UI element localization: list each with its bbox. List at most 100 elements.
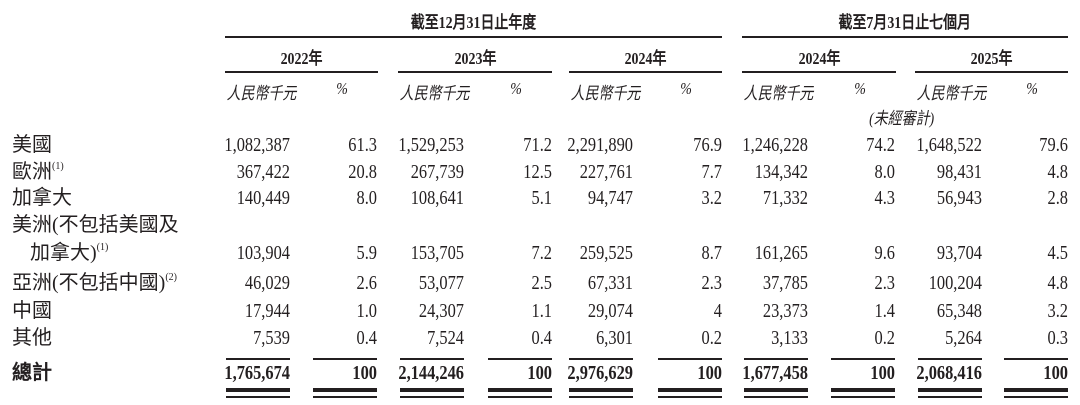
subtotal-rule	[569, 358, 633, 360]
amount-cell: 103,904	[236, 242, 290, 264]
table-row-label-line: 美洲(不包括美國及	[0, 212, 1080, 238]
row-label: 亞洲(不包括中國)(2)	[12, 270, 204, 296]
percent-cell: 8.0	[874, 161, 896, 183]
total-double-rule	[658, 396, 722, 398]
percent-cell: 79.6	[1039, 134, 1068, 156]
amount-cell: 1,648,522	[916, 134, 982, 156]
amount-cell: 267,739	[410, 161, 464, 183]
footnote-marker: (1)	[52, 161, 64, 172]
year-rule	[915, 71, 1068, 73]
unit-amount-label: 人民幣千元	[226, 84, 297, 103]
row-label: 美國	[12, 132, 204, 158]
year-header: 2022年	[280, 49, 323, 68]
percent-cell: 74.2	[866, 134, 895, 156]
percent-cell: 5.9	[356, 242, 378, 264]
year-rule	[569, 71, 722, 73]
total-double-rule	[1004, 388, 1068, 392]
unit-percent-label: %	[510, 79, 522, 98]
amount-cell: 65,348	[936, 300, 982, 322]
amount-cell: 3,133	[771, 327, 808, 349]
unit-percent-label: %	[854, 79, 866, 98]
amount-cell: 153,705	[410, 242, 464, 264]
period-annual-header: 截至12月31日止年度	[410, 13, 537, 32]
total-double-rule	[569, 396, 633, 398]
amount-cell: 1,246,228	[742, 134, 808, 156]
total-double-rule	[488, 396, 552, 398]
amount-cell: 7,524	[427, 327, 464, 349]
percent-cell: 12.5	[523, 161, 552, 183]
subtotal-rule	[313, 358, 377, 360]
total-amount-cell: 2,144,246	[398, 362, 464, 384]
row-label: 加拿大)(1)	[30, 240, 204, 266]
year-header: 2024年	[798, 49, 840, 68]
unit-amount-label: 人民幣千元	[743, 84, 814, 103]
total-percent-cell: 100	[527, 362, 552, 384]
year-header: 2025年	[970, 49, 1013, 68]
total-double-rule	[400, 388, 464, 392]
percent-cell: 4.8	[1047, 272, 1069, 294]
table-row: 中國 17,944 1.0 24,307 1.1 29,074 4 23,373 1.4 65,3…	[0, 298, 1080, 324]
total-double-rule	[918, 388, 982, 392]
unit-amount-label: 人民幣千元	[570, 84, 641, 103]
amount-cell: 100,204	[928, 272, 982, 294]
total-amount-cell: 2,976,629	[567, 362, 633, 384]
amount-cell: 46,029	[244, 272, 290, 294]
total-label: 總計	[12, 360, 204, 386]
percent-cell: 71.2	[523, 134, 552, 156]
amount-cell: 17,944	[244, 300, 290, 322]
amount-cell: 29,074	[587, 300, 633, 322]
amount-cell: 161,265	[754, 242, 808, 264]
percent-cell: 4.3	[874, 187, 896, 209]
total-double-rule	[744, 396, 808, 398]
percent-cell: 1.4	[874, 300, 896, 322]
table-row: 歐洲(1) 367,422 20.8 267,739 12.5 227,761 7.7 134…	[0, 159, 1080, 185]
table-row: 其他 7,539 0.4 7,524 0.4 6,301 0.2 3,133 0.2 5,264 0…	[0, 325, 1080, 351]
percent-cell: 1.1	[531, 300, 553, 322]
percent-cell: 0.3	[1047, 327, 1069, 349]
amount-cell: 23,373	[762, 300, 808, 322]
percent-cell: 1.0	[356, 300, 378, 322]
percent-cell: 2.3	[874, 272, 896, 294]
subtotal-rule	[400, 358, 464, 360]
amount-cell: 1,529,253	[398, 134, 464, 156]
table-row: 亞洲(不包括中國)(2) 46,029 2.6 53,077 2.5 67,331 2.3 3…	[0, 270, 1080, 296]
footnote-marker: (1)	[96, 242, 109, 253]
footnote-marker: (2)	[165, 272, 177, 283]
row-label: 其他	[12, 325, 204, 351]
header-rule-annual	[225, 36, 722, 38]
total-double-rule	[831, 388, 895, 392]
amount-cell: 56,943	[936, 187, 982, 209]
subtotal-rule	[918, 358, 982, 360]
total-double-rule	[744, 388, 808, 392]
percent-cell: 4.5	[1047, 242, 1069, 264]
subtotal-rule	[744, 358, 808, 360]
table-row: 美國 1,082,387 61.3 1,529,253 71.2 2,291,890 76.…	[0, 132, 1080, 158]
percent-cell: 0.2	[701, 327, 723, 349]
total-percent-cell: 100	[1043, 362, 1068, 384]
year-rule	[225, 71, 378, 73]
row-label: 美洲(不包括美國及	[12, 214, 179, 236]
amount-cell: 367,422	[236, 161, 290, 183]
unit-amount-label: 人民幣千元	[916, 84, 987, 103]
total-double-rule	[226, 388, 290, 392]
total-percent-cell: 100	[697, 362, 722, 384]
percent-cell: 0.2	[874, 327, 896, 349]
year-rule	[398, 71, 552, 73]
subtotal-rule	[658, 358, 722, 360]
total-percent-cell: 100	[352, 362, 377, 384]
percent-cell: 4	[713, 300, 722, 322]
amount-cell: 134,342	[754, 161, 808, 183]
amount-cell: 94,747	[587, 187, 633, 209]
period-seven-months-header: 截至7月31日止七個月	[838, 13, 972, 32]
amount-cell: 93,704	[936, 242, 982, 264]
subtotal-rule	[1004, 358, 1068, 360]
total-double-rule	[226, 396, 290, 398]
total-double-rule	[488, 388, 552, 392]
percent-cell: 0.4	[356, 327, 378, 349]
subtotal-rule	[488, 358, 552, 360]
amount-cell: 7,539	[253, 327, 290, 349]
amount-cell: 5,264	[945, 327, 982, 349]
percent-cell: 9.6	[874, 242, 896, 264]
year-header: 2023年	[454, 49, 496, 68]
total-double-rule	[658, 388, 722, 392]
